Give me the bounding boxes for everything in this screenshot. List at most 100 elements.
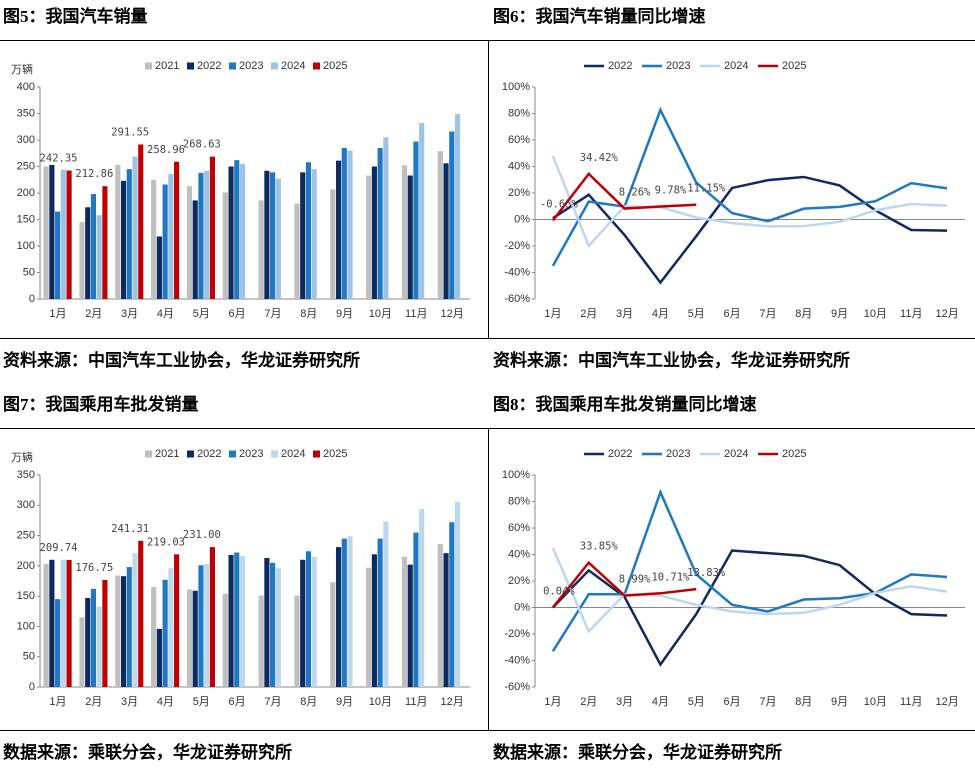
x-tick-label: 5月: [193, 308, 210, 320]
legend-label: 2021: [155, 60, 179, 72]
bar: [437, 151, 443, 299]
y-tick-label: 200: [17, 187, 35, 199]
bar: [222, 192, 228, 299]
data-label: 34.42%: [580, 152, 619, 164]
data-label: 212.86: [75, 168, 113, 180]
bar: [115, 575, 121, 687]
x-tick-label: 11月: [900, 308, 922, 320]
x-tick-label: 9月: [336, 696, 353, 708]
bar: [120, 576, 127, 687]
y-tick-label: 50: [23, 266, 35, 278]
bar: [49, 164, 55, 299]
bar: [401, 165, 408, 299]
y-tick-label: 100: [17, 240, 35, 252]
panel-title: 图8：我国乘用车批发销量同比增速: [493, 394, 757, 414]
bar: [300, 172, 306, 299]
y-tick-label: 0: [29, 293, 35, 305]
y-tick-label: 0%: [514, 601, 530, 613]
panel-title: 图6：我国汽车销量同比增速: [493, 6, 706, 26]
x-tick-label: 9月: [831, 696, 848, 708]
legend-swatch: [187, 62, 194, 70]
bar: [449, 131, 455, 299]
data-label: 219.03: [147, 536, 185, 548]
y-tick-label: 200: [17, 560, 35, 572]
series-line: [551, 155, 948, 249]
data-label: 33.85%: [580, 541, 619, 553]
x-tick-label: 3月: [616, 696, 633, 708]
legend-label: 2023: [666, 60, 690, 72]
x-tick-label: 4月: [157, 696, 174, 708]
x-tick-label: 12月: [935, 308, 958, 320]
x-tick-label: 8月: [300, 696, 317, 708]
bar: [264, 557, 270, 687]
x-tick-label: 5月: [688, 696, 705, 708]
data-label: 242.35: [40, 153, 78, 165]
x-tick-label: 8月: [795, 308, 812, 320]
bar: [366, 175, 372, 299]
x-tick-label: 4月: [652, 696, 669, 708]
data-label: 8.26%: [619, 187, 651, 199]
bar: [330, 582, 336, 687]
bar: [209, 547, 215, 687]
bar: [90, 588, 97, 687]
y-tick-label: 100%: [502, 469, 530, 481]
source-note: 资料来源：中国汽车工业协会，华龙证券研究所: [3, 350, 360, 370]
data-label: -0.65%: [540, 198, 579, 210]
y-tick-label: 0%: [514, 213, 530, 225]
bar: [443, 163, 449, 299]
bar: [174, 554, 180, 687]
bar: [311, 169, 317, 299]
bar: [198, 565, 204, 687]
bar: [443, 553, 449, 687]
bar: [270, 562, 276, 687]
y-tick-label: -60%: [504, 681, 530, 693]
bar: [79, 222, 85, 299]
y-tick-label: 400: [17, 81, 35, 93]
bar: [79, 617, 85, 687]
x-tick-label: 8月: [300, 308, 317, 320]
x-tick-label: 7月: [759, 308, 776, 320]
x-tick-label: 3月: [121, 308, 138, 320]
x-tick-label: 10月: [864, 308, 887, 320]
legend-swatch: [313, 450, 320, 458]
bar: [138, 144, 144, 299]
legend-swatch: [229, 62, 236, 70]
y-tick-label: 100: [17, 620, 35, 632]
y-tick-label: -60%: [504, 293, 530, 305]
legend-label: 2025: [782, 60, 806, 72]
legend-label: 2025: [323, 60, 347, 72]
bar: [419, 508, 425, 687]
x-tick-label: 7月: [264, 308, 281, 320]
bar: [305, 162, 312, 299]
bar: [347, 536, 353, 687]
y-tick-label: 150: [17, 213, 35, 225]
bar: [366, 567, 372, 687]
legend-label: 2022: [197, 60, 221, 72]
bar: [85, 207, 91, 299]
bar: [43, 166, 49, 299]
bar: [275, 178, 281, 299]
bar: [186, 186, 193, 299]
bar: [168, 173, 174, 299]
bar: [335, 547, 342, 687]
y-tick-label: 40%: [508, 160, 530, 172]
x-tick-label: 6月: [724, 696, 741, 708]
x-tick-label: 4月: [157, 308, 174, 320]
x-tick-label: 1月: [544, 308, 561, 320]
bar: [449, 522, 455, 687]
y-axis-label: 万辆: [11, 62, 33, 76]
legend-label: 2024: [281, 60, 305, 72]
bar: [383, 521, 389, 687]
y-tick-label: 40%: [508, 548, 530, 560]
legend-swatch: [229, 450, 236, 458]
y-tick-label: 60%: [508, 134, 530, 146]
bar: [383, 137, 389, 299]
source-note: 数据来源：乘联分会，华龙证券研究所: [3, 742, 292, 762]
x-tick-label: 11月: [900, 696, 922, 708]
bar: [192, 200, 198, 299]
bar: [270, 172, 276, 299]
y-tick-label: 350: [17, 469, 35, 481]
y-tick-label: 250: [17, 529, 35, 541]
data-label: 10.71%: [651, 571, 690, 583]
